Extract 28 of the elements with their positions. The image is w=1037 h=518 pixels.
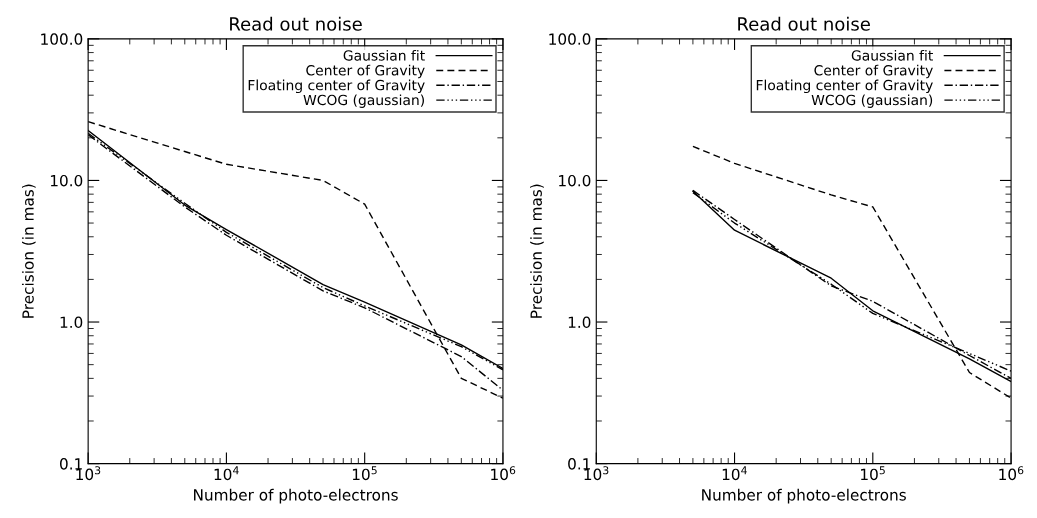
chart-title: Read out noise [230, 16, 362, 31]
x-axis-title: Number of photo-electrons [194, 488, 398, 504]
y-tick-label: 10.0 [50, 174, 83, 187]
y-tick-label: 0.1 [568, 458, 590, 470]
y-tick-label: 100.0 [549, 33, 591, 45]
x-tick-label: 10$^{6}$ [491, 466, 516, 481]
y-tick-label: 1.0 [568, 316, 591, 329]
y-axis-title: Precision (in mas) [21, 184, 36, 318]
legend-label: WCOG (gaussian) [303, 94, 424, 108]
legend-label: Floating center of Gravity [248, 79, 425, 94]
legend-label: WCOG (gaussian) [811, 94, 933, 108]
x-tick-label: 10$^{5}$ [861, 466, 885, 481]
x-tick-label: 10$^{4}$ [214, 466, 239, 481]
y-tick-label: 0.1 [59, 458, 82, 470]
y-tick-label: 1.0 [60, 316, 83, 329]
legend-label: Center of Gravity [306, 64, 425, 79]
legend-label: Gaussian fit [851, 49, 933, 61]
x-tick-label: 10$^{6}$ [999, 466, 1024, 481]
y-tick-label: 10.0 [559, 174, 591, 187]
y-axis-title: Precision (in mas) [530, 184, 544, 318]
x-axis-title: Number of photo-electrons [702, 488, 906, 504]
x-tick-label: 10$^{5}$ [352, 466, 377, 481]
legend-label: Center of Gravity [814, 64, 933, 79]
chart-title: Read out noise [738, 16, 870, 31]
legend-label: Floating center of Gravity [756, 79, 933, 94]
y-tick-label: 100.0 [41, 33, 83, 45]
x-tick-label: 10$^{4}$ [722, 466, 747, 481]
legend-label: Gaussian fit [343, 49, 425, 61]
